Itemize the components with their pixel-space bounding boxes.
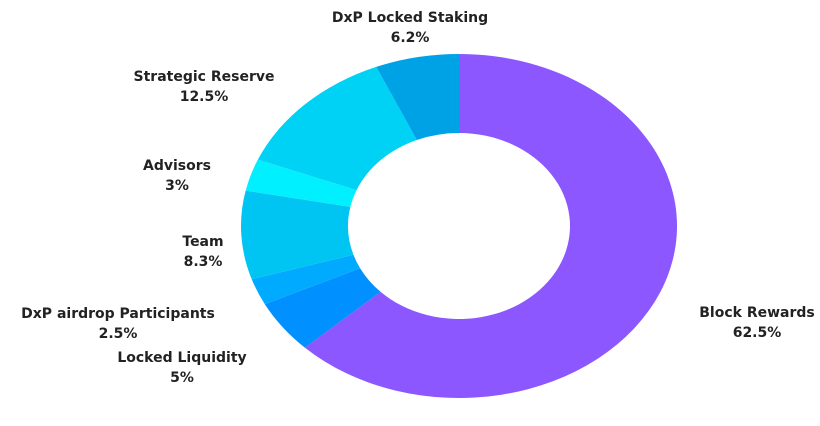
slice-value: 3% [165, 178, 189, 194]
slice-value: 62.5% [733, 325, 782, 341]
slice [240, 190, 354, 280]
slice-label: Team [182, 234, 223, 250]
slice [304, 54, 677, 398]
slice-value: 12.5% [180, 89, 229, 105]
slice [257, 66, 417, 191]
slice [376, 54, 459, 140]
slice-label: Block Rewards [699, 305, 815, 321]
slice-label: Locked Liquidity [117, 350, 246, 366]
slice [245, 159, 357, 207]
slice-value: 2.5% [99, 326, 138, 342]
slice [251, 254, 361, 305]
slice-value: 5% [170, 370, 194, 386]
slice [264, 268, 381, 348]
slice-value: 6.2% [391, 30, 430, 46]
slice-value: 8.3% [184, 254, 223, 270]
slice-label: Advisors [143, 158, 211, 174]
slice-label: DxP Locked Staking [332, 10, 488, 26]
slice-label: Strategic Reserve [134, 69, 275, 85]
slice-label: DxP airdrop Participants [21, 306, 215, 322]
